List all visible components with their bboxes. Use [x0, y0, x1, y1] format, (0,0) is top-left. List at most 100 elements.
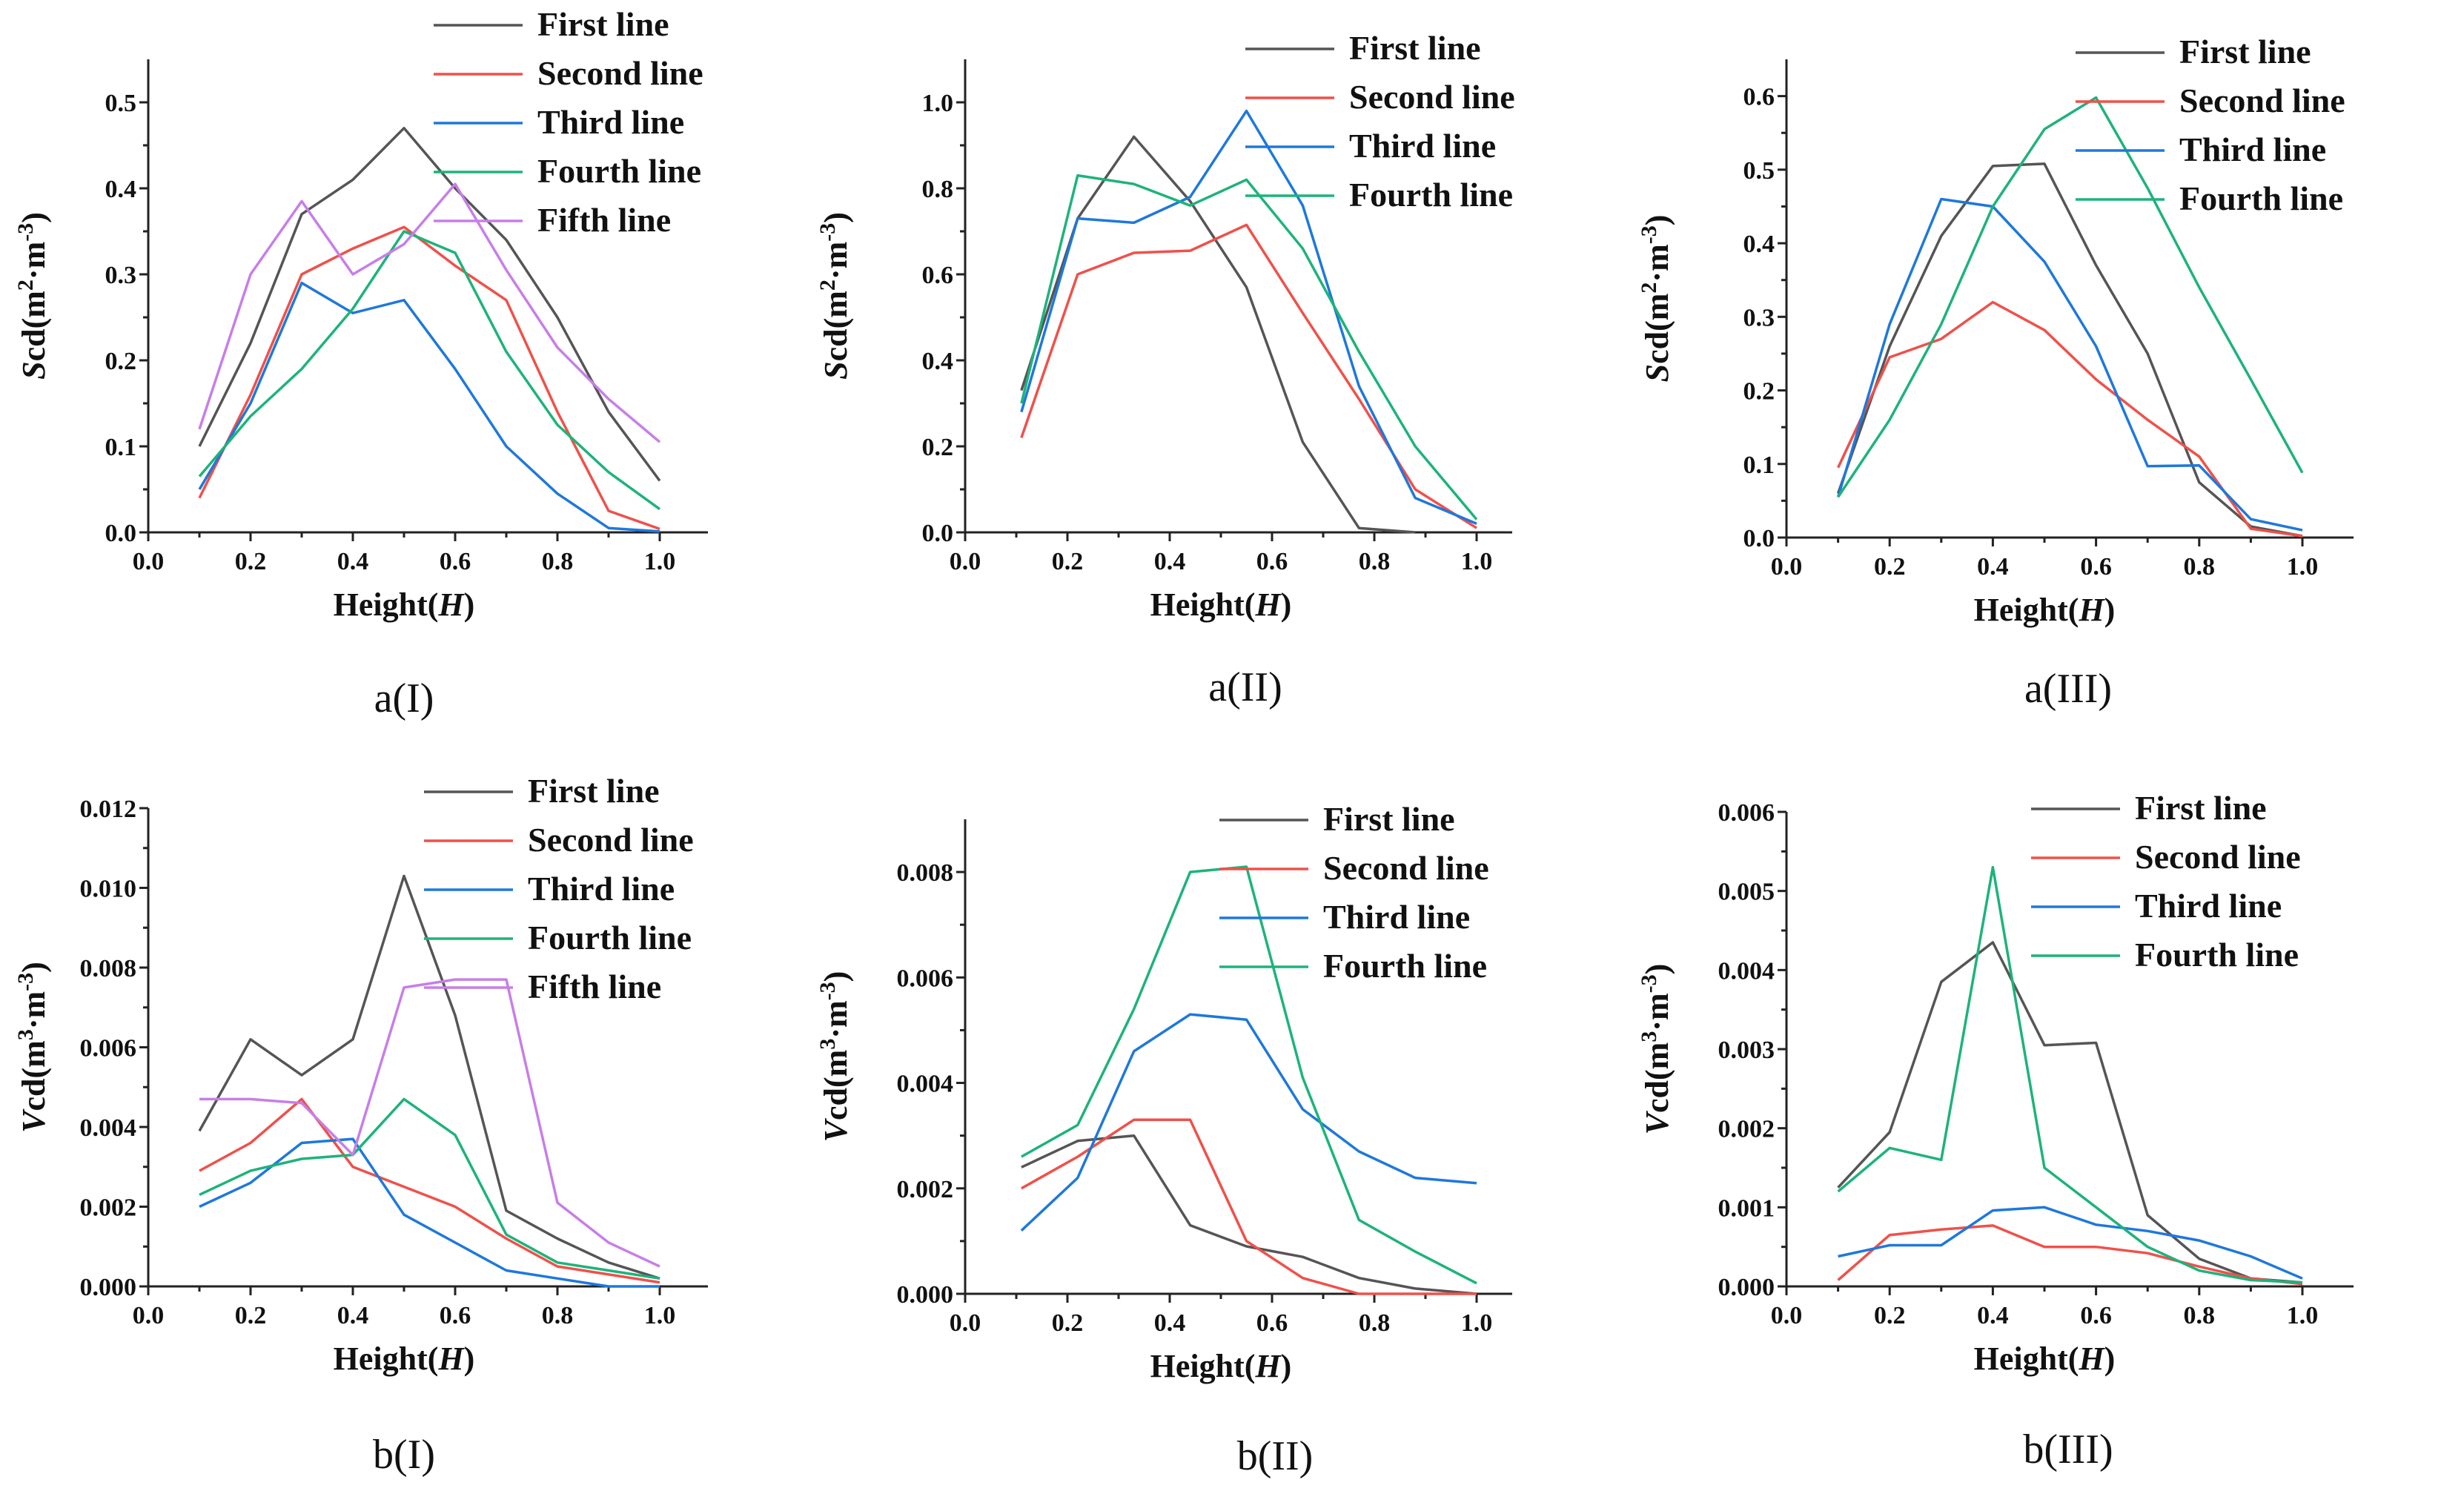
- x-axis-label: Height(H): [1150, 1348, 1292, 1384]
- x-tick-label: 0.2: [1052, 548, 1084, 575]
- y-tick-label: 0.5: [1743, 157, 1775, 185]
- series-line-fifth-line: [199, 978, 660, 1268]
- legend-label: Fourth line: [1349, 176, 1513, 214]
- x-axis-label: Height(H): [1150, 586, 1292, 623]
- y-tick-label: 0.1: [1743, 452, 1775, 479]
- y-axis-label: Scd(m2·m-3): [815, 212, 855, 380]
- legend-label: Second line: [1349, 78, 1515, 116]
- legend-label: First line: [2135, 789, 2267, 827]
- legend-label: Fourth line: [2135, 936, 2299, 974]
- x-tick-label: 0.2: [1874, 1302, 1906, 1329]
- y-tick-label: 0.008: [80, 955, 137, 982]
- x-tick-label: 0.0: [133, 548, 165, 575]
- series-line-fourth-line: [1837, 96, 2304, 498]
- series-line-third-line: [198, 281, 660, 533]
- series-line-first-line: [198, 874, 660, 1280]
- legend-label: Second line: [2179, 82, 2345, 119]
- legend-label: Fourth line: [528, 919, 692, 956]
- y-tick-label: 0.4: [105, 176, 137, 203]
- chart-panel-4: 0.0 0.2 0.4 0.6 0.8 1.0 0.000 0.002 0.004 0.006 0.…: [13, 772, 708, 1478]
- y-tick-label: 0.006: [80, 1035, 137, 1062]
- legend-label: First line: [1349, 29, 1481, 67]
- x-tick-label: 0.6: [2080, 1302, 2112, 1329]
- y-tick-label: 0.008: [897, 859, 954, 887]
- series-line-first-line: [1837, 941, 2303, 1284]
- y-tick-label: 0.002: [80, 1194, 137, 1222]
- series-line-second-line: [1021, 1118, 1477, 1295]
- series-line-first-line: [1021, 1134, 1477, 1295]
- y-tick-label: 0.003: [1718, 1037, 1775, 1064]
- y-axis-label: Vcd(m3·m-3): [1637, 964, 1676, 1135]
- x-tick-label: 0.6: [1256, 1309, 1288, 1337]
- legend-label: Second line: [528, 821, 694, 859]
- y-tick-label: 0.2: [922, 434, 954, 461]
- x-tick-label: 0.2: [1052, 1309, 1084, 1337]
- chart-panel-6: 0.0 0.2 0.4 0.6 0.8 1.0 0.000 0.001 0.002 0.003 0.…: [1637, 789, 2354, 1472]
- legend-label: Fourth line: [2179, 179, 2343, 217]
- chart-panel-5: 0.0 0.2 0.4 0.6 0.8 1.0 0.000 0.002 0.004 0.006 0.…: [815, 800, 1512, 1479]
- x-tick-label: 0.4: [337, 1302, 369, 1329]
- legend-label: First line: [528, 772, 660, 810]
- x-tick-label: 0.6: [440, 1302, 471, 1329]
- x-tick-label: 0.2: [235, 548, 267, 575]
- series-line-fourth-line: [1020, 173, 1478, 520]
- y-tick-label: 0.001: [1718, 1194, 1775, 1222]
- panel-caption: a(II): [1208, 664, 1282, 710]
- y-axis-label: Scd(m2·m-3): [1637, 215, 1676, 383]
- series-line-first-line: [1020, 135, 1416, 534]
- y-tick-label: 0.000: [897, 1281, 954, 1309]
- legend-label: Third line: [1349, 127, 1496, 165]
- chart-panel-1: 0.0 0.2 0.4 0.6 0.8 1.0 0.0 0.1 0.2 0.3 0.4 0.5 Heig…: [13, 5, 708, 721]
- x-axis-label: Height(H): [1974, 1341, 2116, 1377]
- y-tick-label: 0.1: [105, 434, 137, 461]
- y-tick-label: 0.0: [1743, 525, 1775, 552]
- x-tick-label: 0.0: [1771, 553, 1803, 581]
- x-axis-label: Height(H): [334, 1341, 475, 1377]
- legend-label: Third line: [1323, 898, 1470, 936]
- legend-label: Second line: [1323, 849, 1489, 887]
- x-tick-label: 1.0: [1461, 1309, 1493, 1337]
- y-tick-label: 0.004: [80, 1114, 137, 1142]
- x-tick-label: 0.8: [542, 548, 574, 575]
- x-tick-label: 0.0: [133, 1302, 165, 1329]
- x-tick-label: 1.0: [2287, 1302, 2319, 1329]
- y-axis-label: Vcd(m3·m-3): [815, 971, 855, 1143]
- x-axis-label: Height(H): [334, 586, 475, 623]
- x-tick-label: 0.4: [1977, 553, 2009, 581]
- legend-label: First line: [537, 5, 669, 43]
- x-tick-label: 0.8: [1359, 548, 1391, 575]
- series-line-first-line: [1836, 162, 2303, 538]
- x-tick-label: 1.0: [1461, 548, 1493, 575]
- y-tick-label: 0.010: [80, 876, 137, 903]
- series-line-third-line: [1838, 1206, 2303, 1280]
- x-tick-label: 0.8: [1359, 1309, 1391, 1337]
- y-tick-label: 0.005: [1718, 879, 1775, 906]
- series-line-fifth-line: [198, 182, 661, 443]
- y-tick-label: 0.6: [1743, 84, 1775, 111]
- y-tick-label: 0.0: [105, 520, 137, 547]
- y-tick-label: 0.2: [1743, 378, 1775, 406]
- series-line-third-line: [199, 1137, 660, 1288]
- legend-label: Third line: [2179, 130, 2326, 168]
- x-tick-label: 1.0: [644, 548, 676, 575]
- x-tick-label: 0.4: [337, 548, 369, 575]
- panel-caption: a(I): [374, 675, 434, 721]
- x-tick-label: 0.6: [2080, 553, 2112, 581]
- chart-panel-3: 0.0 0.2 0.4 0.6 0.8 1.0 0.0 0.1 0.2 0.3 0.4 0.5 0.6 H…: [1637, 33, 2354, 712]
- y-tick-label: 0.6: [922, 262, 954, 289]
- y-tick-label: 0.4: [922, 348, 954, 375]
- legend-label: Third line: [2135, 887, 2282, 925]
- x-tick-label: 0.8: [2184, 1302, 2216, 1329]
- y-tick-label: 0.004: [1718, 957, 1775, 985]
- x-tick-label: 0.0: [950, 548, 981, 575]
- x-tick-label: 1.0: [644, 1302, 676, 1329]
- y-tick-label: 0.000: [1718, 1274, 1775, 1301]
- series-line-third-line: [1020, 1013, 1477, 1232]
- y-tick-label: 0.0: [922, 520, 954, 547]
- legend-label: Third line: [537, 103, 684, 141]
- legend-label: First line: [1323, 800, 1455, 838]
- y-tick-label: 0.5: [105, 90, 137, 117]
- series-line-third-line: [1836, 197, 2303, 532]
- y-tick-label: 0.002: [897, 1176, 954, 1203]
- panel-caption: b(III): [2023, 1427, 2113, 1472]
